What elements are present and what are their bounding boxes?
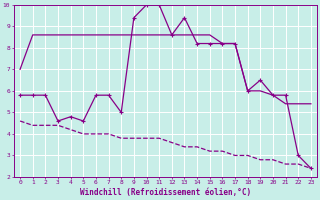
X-axis label: Windchill (Refroidissement éolien,°C): Windchill (Refroidissement éolien,°C)	[80, 188, 251, 197]
